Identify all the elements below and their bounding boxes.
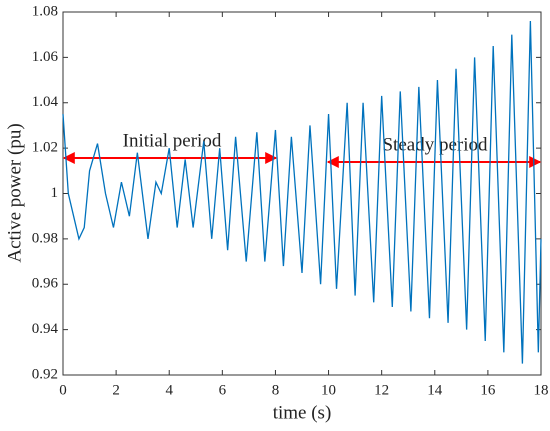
- y-tick-label: 0.94: [32, 321, 59, 337]
- y-tick-label: 1: [51, 185, 59, 201]
- x-tick-label: 6: [219, 382, 227, 398]
- y-tick-label: 0.96: [32, 276, 59, 292]
- x-tick-label: 8: [272, 382, 280, 398]
- annotation-text: Initial period: [123, 130, 222, 151]
- x-tick-label: 14: [427, 382, 443, 398]
- plot-frame: [62, 11, 542, 376]
- y-axis-label: Active power (pu): [4, 123, 25, 262]
- data-line: [62, 21, 542, 364]
- x-tick-label: 4: [165, 382, 173, 398]
- x-tick-label: 12: [374, 382, 389, 398]
- x-axis-label: time (s): [273, 402, 332, 423]
- x-tick-label: 18: [534, 382, 549, 398]
- y-tick-label: 1.02: [32, 140, 58, 156]
- y-tick-label: 1.04: [32, 94, 59, 110]
- y-tick-label: 1.08: [32, 3, 58, 19]
- y-tick-label: 0.98: [32, 230, 58, 246]
- x-tick-label: 0: [59, 382, 67, 398]
- x-tick-label: 16: [480, 382, 496, 398]
- y-tick-label: 1.06: [32, 49, 59, 65]
- x-tick-label: 2: [112, 382, 120, 398]
- y-tick-label: 0.92: [32, 366, 58, 382]
- x-tick-label: 10: [321, 382, 336, 398]
